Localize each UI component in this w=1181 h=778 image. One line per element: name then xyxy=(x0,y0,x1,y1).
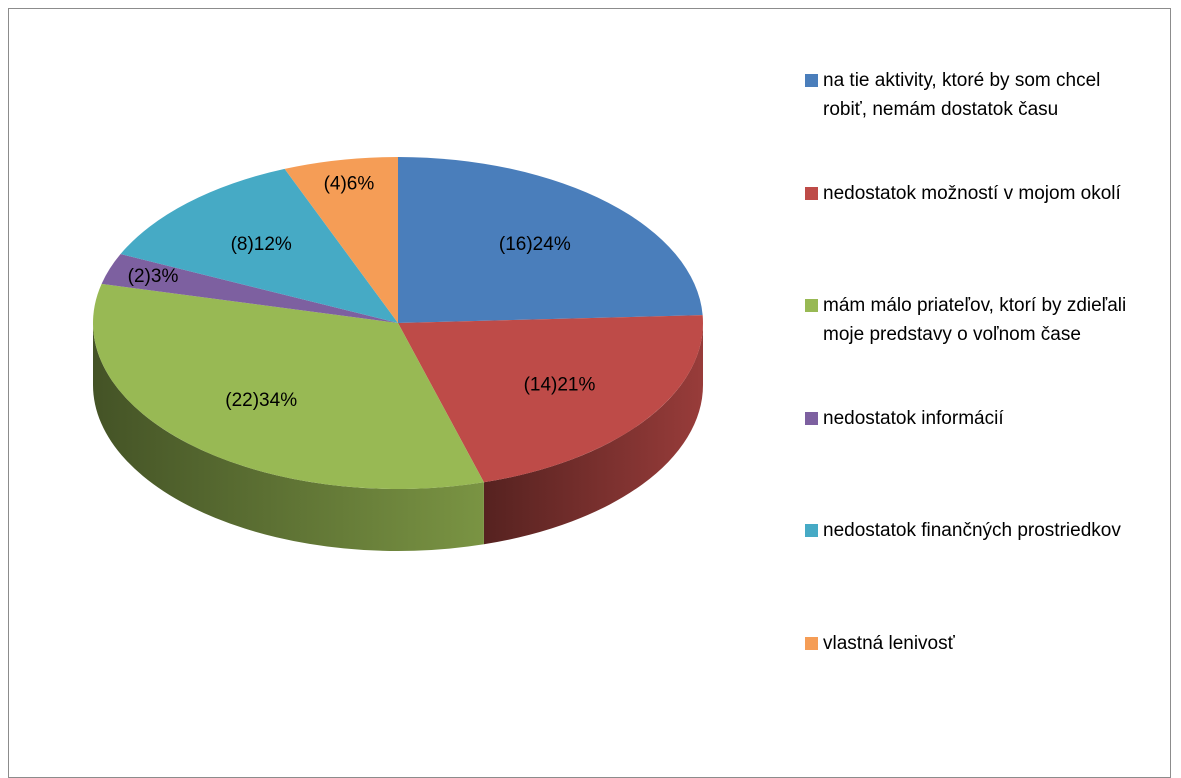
legend-item: na tie aktivity, ktoré by som chcel robi… xyxy=(803,66,1148,179)
data-label: (16)24% xyxy=(499,234,571,255)
legend-item: nedostatok informácií xyxy=(803,404,1148,517)
slice xyxy=(101,254,398,323)
data-label: (22)34% xyxy=(225,390,297,411)
slice xyxy=(92,283,484,489)
data-label: (2)3% xyxy=(128,266,179,287)
legend-label: vlastná lenivosť xyxy=(823,632,955,654)
legend-label: na tie aktivity, ktoré by som chcel robi… xyxy=(823,70,1101,120)
legend-label: nedostatok možností v mojom okolí xyxy=(823,182,1121,204)
data-label: (4)6% xyxy=(324,173,375,194)
legend-swatch xyxy=(805,636,818,650)
legend-label: nedostatok finančných prostriedkov xyxy=(823,520,1121,541)
data-label: (14)21% xyxy=(524,375,596,396)
legend-swatch xyxy=(805,74,818,87)
legend-swatch xyxy=(805,299,818,312)
legend-swatch xyxy=(805,186,818,200)
legend: na tie aktivity, ktoré by som chcel robi… xyxy=(803,66,1148,741)
legend-item: nedostatok finančných prostriedkov xyxy=(803,516,1148,629)
slice xyxy=(120,168,398,323)
slice xyxy=(398,157,703,323)
legend-label: nedostatok informácií xyxy=(823,407,1004,429)
slice xyxy=(284,157,398,323)
legend-swatch xyxy=(805,524,818,537)
legend-label: mám málo priateľov, ktorí by zdieľali mo… xyxy=(823,295,1127,345)
slice xyxy=(398,315,703,483)
slice-side xyxy=(93,323,484,551)
slice-side xyxy=(483,323,703,545)
legend-item: mám málo priateľov, ktorí by zdieľali mo… xyxy=(803,291,1148,404)
legend-item: vlastná lenivosť xyxy=(803,629,1148,742)
data-label: (8)12% xyxy=(231,234,292,255)
legend-swatch xyxy=(805,411,818,425)
legend-item: nedostatok možností v mojom okolí xyxy=(803,179,1148,292)
